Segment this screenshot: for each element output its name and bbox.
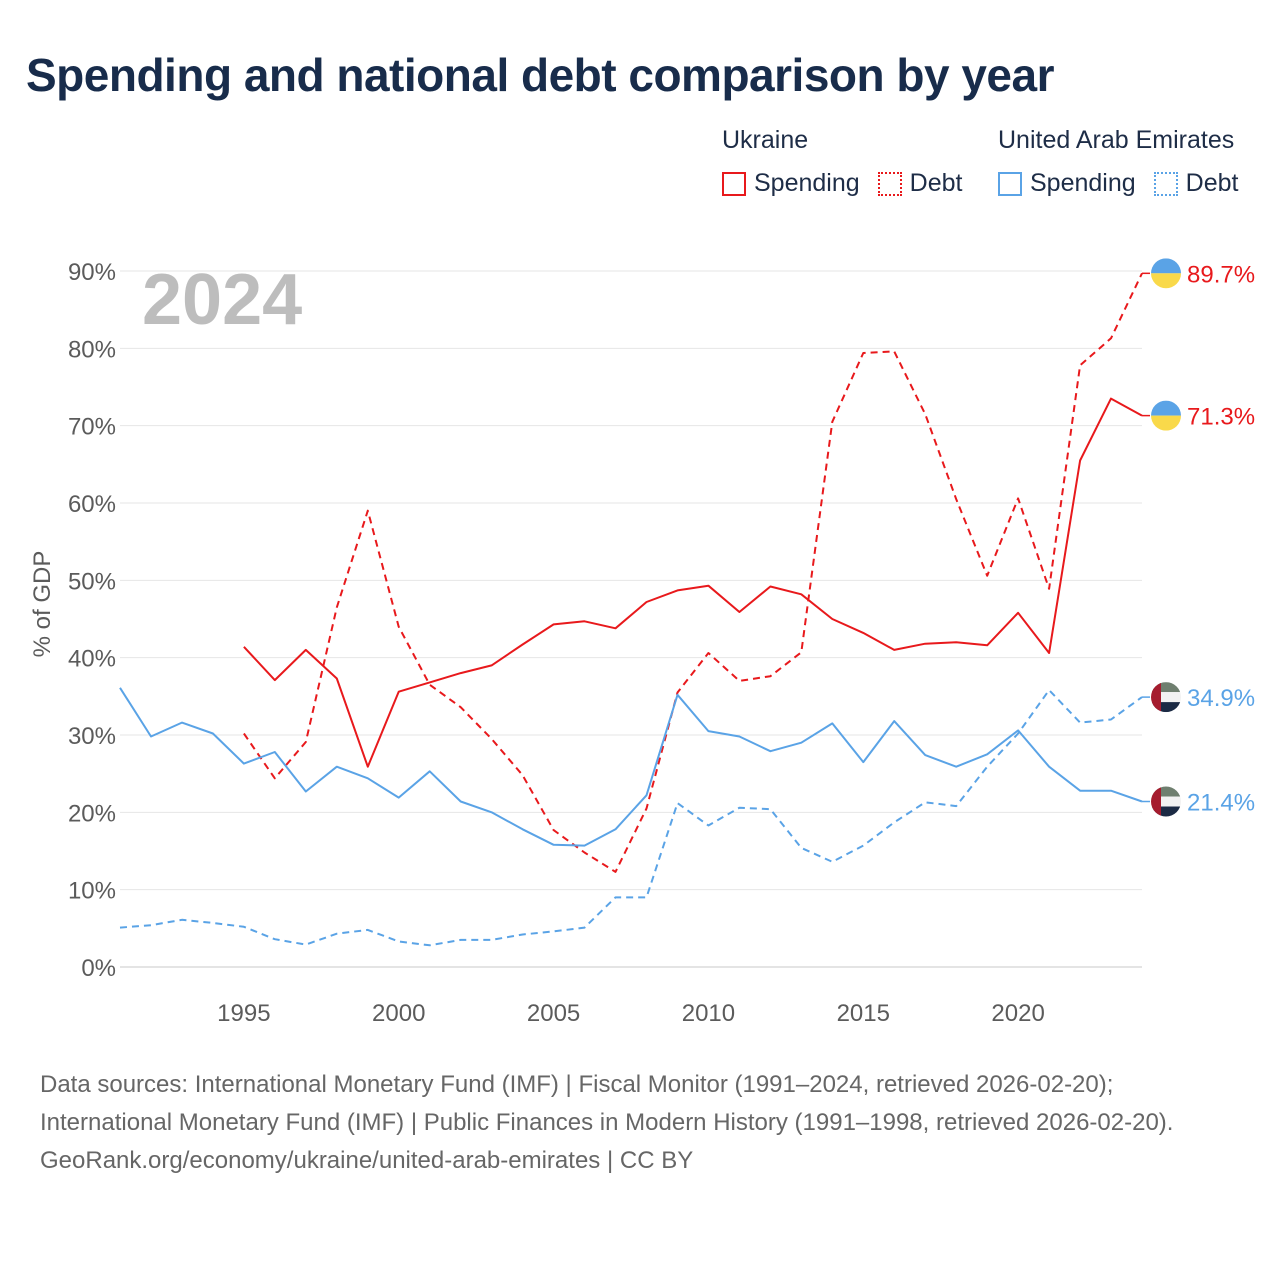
y-tick-label: 80% (68, 336, 116, 363)
ukraine-flag-icon (1151, 400, 1181, 431)
uae-spending-line (119, 687, 1143, 847)
ukraine-flag-icon (1151, 258, 1181, 289)
grid (120, 270, 1142, 968)
ukraine-spending-line (243, 397, 1143, 768)
legend-swatch-dotted (877, 171, 902, 196)
y-tick-label: 50% (68, 568, 116, 595)
y-axis-title: % of GDP (29, 551, 56, 658)
ukraine-debt-line (243, 272, 1143, 873)
chart-title: Spending and national debt comparison by… (26, 49, 1055, 101)
legend-swatch-dotted (1153, 171, 1178, 196)
y-tick-label: 60% (68, 491, 116, 518)
y-tick-label: 0% (81, 955, 116, 982)
uae-debt-line (119, 689, 1143, 947)
series-lines (119, 272, 1143, 947)
legend-uae: United Arab Emirates Spending Debt (998, 126, 1256, 198)
legend-label: Spending (1030, 169, 1136, 197)
legend-uae-debt[interactable]: Debt (1153, 169, 1239, 198)
y-tick-label: 30% (68, 723, 116, 750)
x-tick-label: 2010 (682, 1000, 735, 1027)
y-tick-label: 70% (68, 414, 116, 441)
legend-ukraine-spending[interactable]: Spending (722, 169, 860, 198)
end-value-label: 71.3% (1187, 404, 1255, 431)
x-tick-label: 2015 (837, 1000, 890, 1027)
data-sources: Data sources: International Monetary Fun… (40, 1071, 1174, 1136)
y-tick-label: 90% (68, 259, 116, 286)
uae-flag-icon (1151, 682, 1181, 713)
legend-label: Debt (1185, 169, 1239, 197)
year-watermark: 2024 (142, 260, 302, 340)
legend-ukraine-debt[interactable]: Debt (877, 169, 963, 198)
legend-uae-spending[interactable]: Spending (998, 169, 1136, 198)
x-tick-label: 2020 (991, 1000, 1044, 1027)
y-axis-ticks: 0% 10% 20% 30% 40% 50% 60% 70% 80% 90% (68, 259, 116, 982)
end-value-label: 21.4% (1187, 790, 1255, 817)
end-value-label: 34.9% (1187, 685, 1255, 712)
legend-label: Spending (754, 169, 860, 197)
x-tick-label: 2000 (372, 1000, 425, 1027)
legend-uae-heading: United Arab Emirates (998, 126, 1235, 154)
end-value-label: 89.7% (1187, 261, 1255, 288)
legend-swatch-solid (998, 171, 1022, 196)
x-tick-label: 2005 (527, 1000, 580, 1027)
y-tick-label: 40% (68, 646, 116, 673)
legend-ukraine-heading: Ukraine (722, 126, 809, 154)
line-chart: 0% 10% 20% 30% 40% 50% 60% 70% 80% 90% 1995 2000 20… (29, 258, 1255, 1027)
legend-ukraine: Ukraine Spending Debt (722, 126, 980, 198)
end-labels: 71.3% 89.7% 21.4% 34.9% (1187, 261, 1255, 816)
x-tick-label: 1995 (217, 1000, 270, 1027)
legend-swatch-solid (722, 171, 746, 196)
y-tick-label: 20% (68, 800, 116, 827)
end-markers (1142, 258, 1181, 817)
uae-flag-icon (1151, 786, 1181, 817)
y-tick-label: 10% (68, 878, 116, 905)
x-axis-ticks: 1995 2000 2005 2010 2015 2020 (217, 1000, 1045, 1027)
footer: Data sources: International Monetary Fun… (40, 1066, 1240, 1180)
legend-label: Debt (909, 169, 963, 197)
credit-line: GeoRank.org/economy/ukraine/united-arab-… (40, 1147, 694, 1174)
